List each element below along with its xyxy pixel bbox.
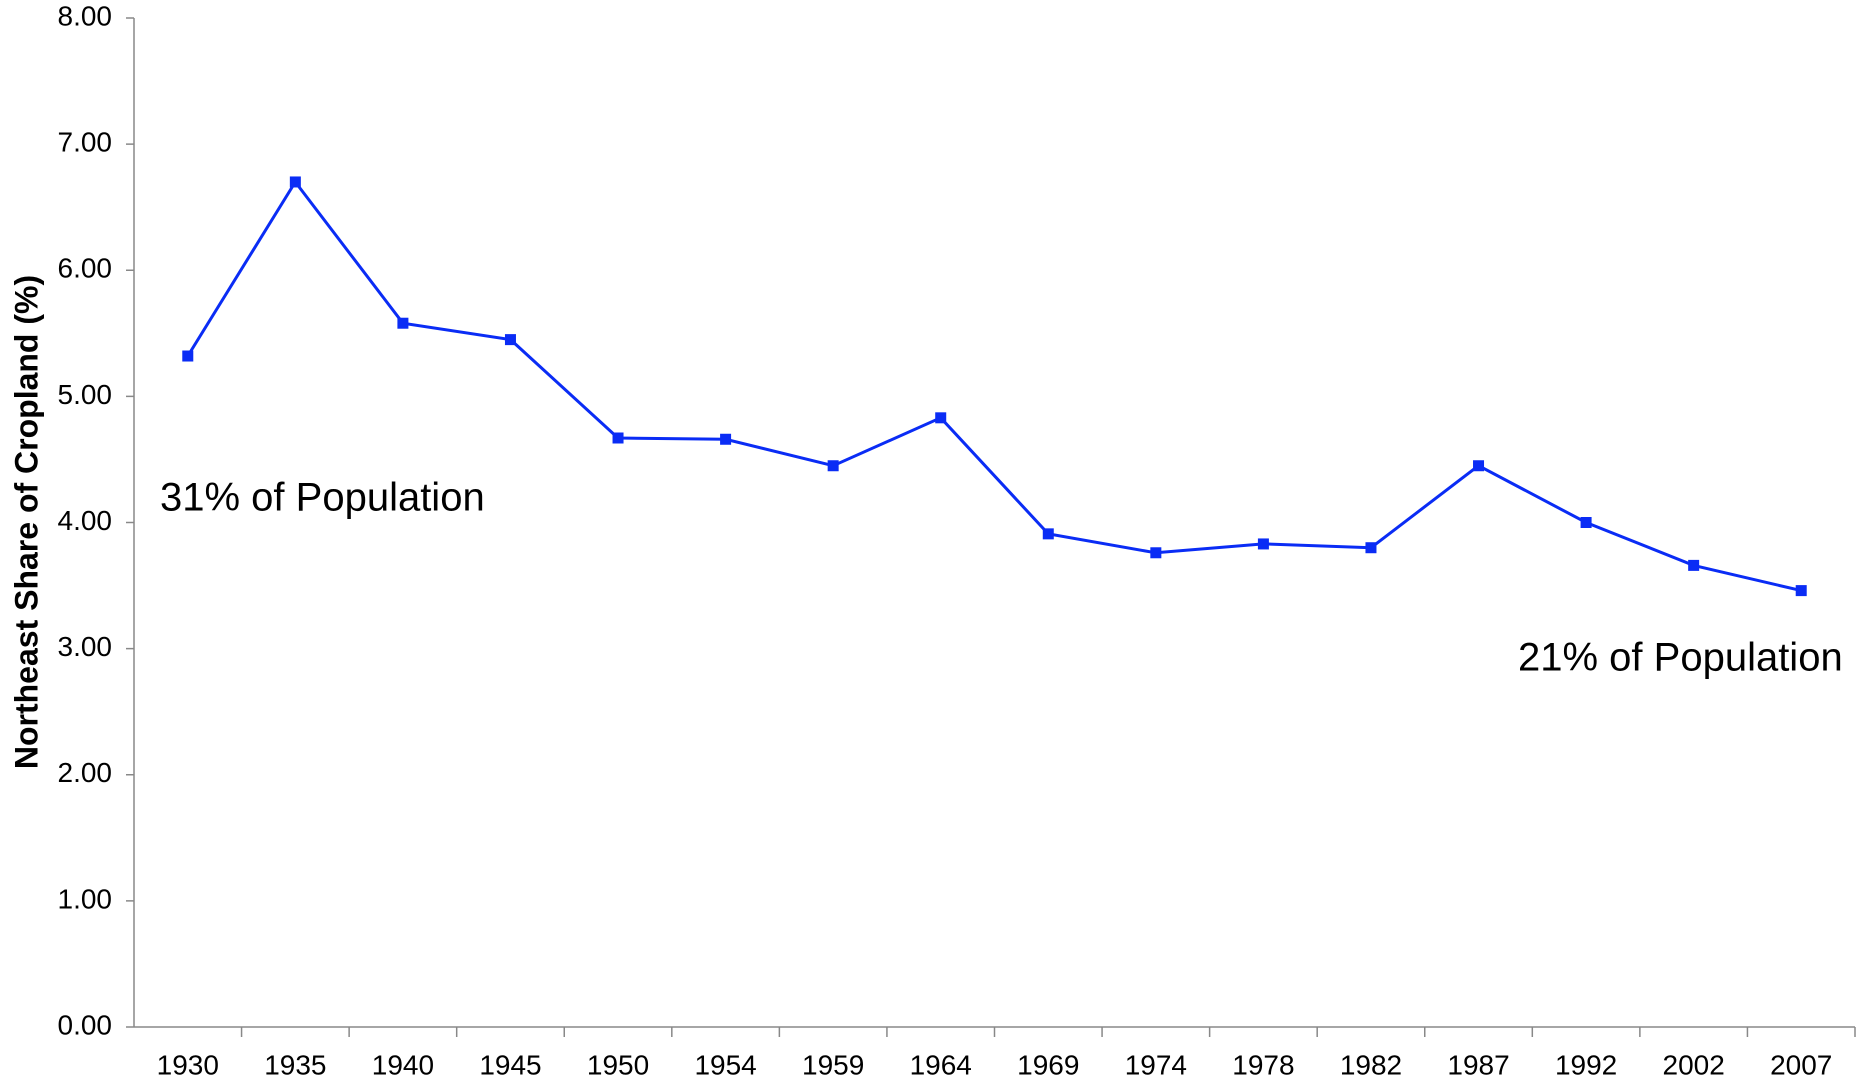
x-tick-label: 1935 xyxy=(264,1049,326,1080)
annotation: 21% of Population xyxy=(1518,636,1843,680)
marker xyxy=(1150,547,1162,559)
marker xyxy=(1580,517,1592,528)
x-tick-label: 1978 xyxy=(1232,1049,1294,1080)
marker xyxy=(182,350,194,362)
marker xyxy=(504,334,516,346)
x-tick-label: 2002 xyxy=(1663,1049,1725,1080)
x-tick-label: 1959 xyxy=(802,1049,864,1080)
marker xyxy=(1688,559,1700,571)
x-tick-label: 1992 xyxy=(1555,1049,1617,1080)
x-tick-label: 1969 xyxy=(1017,1049,1079,1080)
x-tick-label: 1930 xyxy=(157,1049,219,1080)
marker xyxy=(1795,585,1807,597)
y-tick-label: 8.00 xyxy=(58,0,113,31)
x-tick-label: 1964 xyxy=(910,1049,972,1080)
x-tick-label: 1954 xyxy=(694,1049,756,1080)
y-tick-label: 6.00 xyxy=(58,253,113,284)
x-tick-label: 1940 xyxy=(372,1049,434,1080)
x-tick-label: 2007 xyxy=(1770,1049,1832,1080)
y-tick-label: 2.00 xyxy=(58,757,113,788)
x-tick-label: 1987 xyxy=(1447,1049,1509,1080)
marker xyxy=(1257,538,1269,550)
marker xyxy=(1042,528,1054,540)
x-tick-label: 1982 xyxy=(1340,1049,1402,1080)
marker xyxy=(289,176,301,188)
y-tick-label: 1.00 xyxy=(58,883,113,914)
marker xyxy=(612,432,624,444)
marker xyxy=(1473,460,1485,472)
x-tick-label: 1945 xyxy=(479,1049,541,1080)
marker xyxy=(1365,542,1377,554)
marker xyxy=(827,460,839,472)
marker xyxy=(935,412,947,424)
x-tick-label: 1974 xyxy=(1125,1049,1187,1080)
y-tick-label: 7.00 xyxy=(58,127,113,158)
marker xyxy=(720,433,732,445)
y-tick-label: 4.00 xyxy=(58,505,113,536)
marker xyxy=(397,317,409,329)
line xyxy=(186,179,1802,593)
y-tick-label: 3.00 xyxy=(58,631,113,662)
y-axis-label: Northeast Share of Cropland (%) xyxy=(8,275,44,769)
y-tick-label: 5.00 xyxy=(58,379,113,410)
x-tick-label: 1950 xyxy=(587,1049,649,1080)
annotation: 31% of Population xyxy=(160,476,485,520)
y-tick-label: 0.00 xyxy=(58,1009,113,1040)
